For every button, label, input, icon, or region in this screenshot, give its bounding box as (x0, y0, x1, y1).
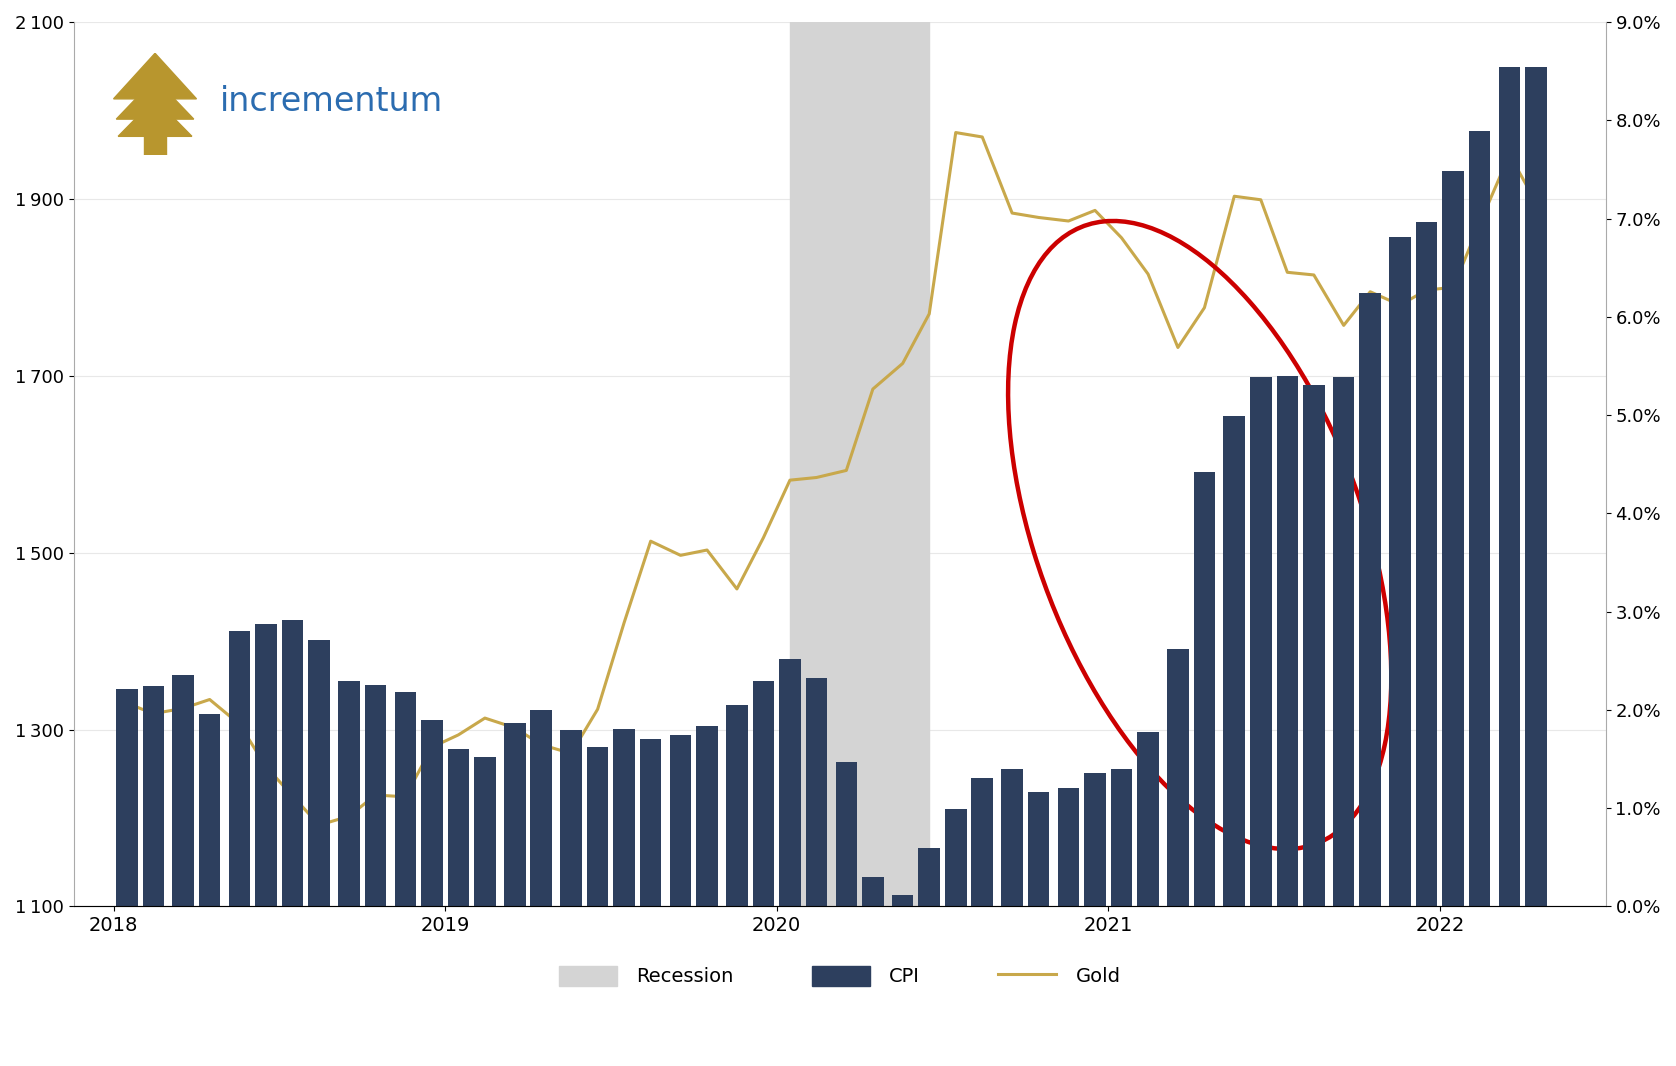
Bar (116, 690, 137, 906)
Bar (726, 705, 747, 906)
Bar (504, 723, 526, 906)
Bar (339, 681, 360, 906)
Bar (228, 631, 250, 906)
Bar (1193, 472, 1215, 906)
Bar (806, 678, 828, 906)
Bar (199, 714, 221, 906)
Bar (1389, 238, 1411, 906)
Bar (560, 729, 582, 906)
Bar (972, 778, 994, 906)
Bar (1498, 67, 1520, 906)
Bar (1250, 376, 1272, 906)
Bar (173, 675, 194, 906)
Bar (696, 726, 717, 906)
Polygon shape (116, 79, 194, 119)
Text: incrementum: incrementum (220, 85, 442, 117)
Bar (255, 625, 277, 906)
Bar (1416, 223, 1438, 906)
Bar (587, 747, 608, 906)
Polygon shape (117, 99, 191, 136)
Bar (1027, 792, 1049, 906)
Bar (1468, 131, 1490, 906)
Bar (1111, 769, 1133, 906)
Bar (394, 692, 416, 906)
Bar (1223, 416, 1245, 906)
Bar (892, 894, 913, 906)
Bar (640, 740, 662, 906)
Bar (1084, 773, 1106, 906)
Bar (308, 641, 330, 906)
Bar (531, 710, 551, 906)
Bar (1138, 731, 1158, 906)
Bar (1302, 385, 1324, 906)
Bar (1332, 376, 1354, 906)
Bar (753, 681, 774, 906)
Bar (1058, 788, 1079, 906)
Bar (144, 132, 166, 155)
Bar (1359, 293, 1381, 906)
Bar (1277, 376, 1299, 906)
Bar (421, 720, 442, 906)
Bar (1525, 67, 1547, 906)
Bar (282, 620, 303, 906)
Bar (918, 847, 940, 906)
Bar (613, 728, 635, 906)
Bar (861, 877, 883, 906)
Bar (779, 659, 801, 906)
Bar (1001, 769, 1022, 906)
Bar (365, 685, 385, 906)
Legend: Recession, CPI, Gold: Recession, CPI, Gold (551, 958, 1128, 994)
Polygon shape (114, 53, 196, 99)
Bar (1166, 649, 1188, 906)
Bar (142, 687, 164, 906)
Bar (447, 749, 469, 906)
Bar (474, 757, 496, 906)
Bar (945, 809, 967, 906)
Bar (789, 22, 929, 906)
Bar (836, 762, 856, 906)
Bar (670, 736, 691, 906)
Bar (1443, 172, 1463, 906)
